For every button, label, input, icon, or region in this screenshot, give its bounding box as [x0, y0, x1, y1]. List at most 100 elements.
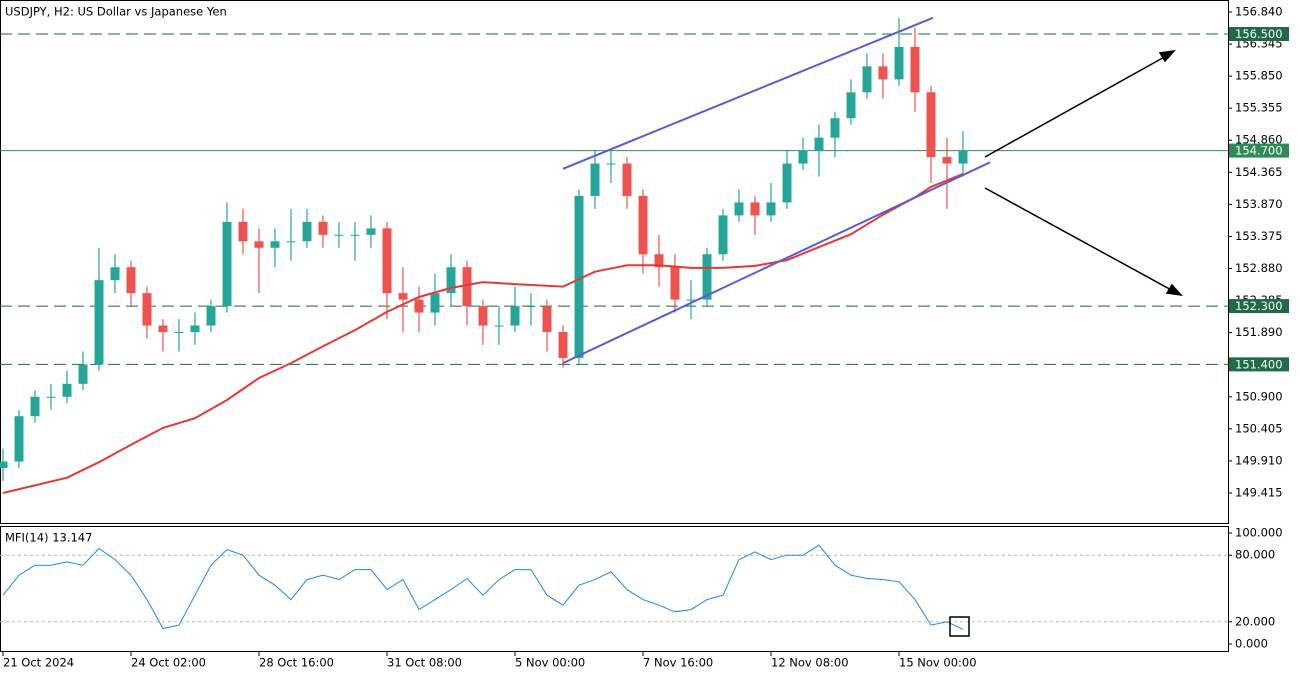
- y-tick-label: 150.900: [1235, 389, 1283, 403]
- candle-body: [398, 293, 408, 300]
- candle-body: [78, 364, 88, 384]
- price-level-label: 151.400: [1235, 357, 1283, 371]
- y-tick-label: 149.910: [1235, 453, 1283, 467]
- candle-body: [414, 299, 424, 313]
- plot-layer: 156.840156.345155.850155.355154.860154.3…: [0, 4, 1289, 670]
- price-level-box: [1229, 357, 1289, 372]
- x-tick-label: 28 Oct 16:00: [259, 656, 334, 670]
- price-pane: [0, 0, 1229, 524]
- candle-body: [670, 267, 680, 300]
- y-tick-label: 154.860: [1235, 133, 1283, 147]
- candle-body: [366, 228, 376, 235]
- candle-body: [446, 267, 456, 294]
- candle-body: [222, 221, 232, 307]
- candle-body: [238, 221, 248, 242]
- candle-body: [174, 331, 184, 333]
- y-tick-label: 100.000: [1235, 525, 1283, 539]
- x-tick-label: 7 Nov 16:00: [643, 656, 713, 670]
- candle-body: [654, 254, 664, 268]
- trendline: [562, 16, 934, 170]
- highlight-box: [949, 616, 970, 637]
- price-level-box: [1229, 299, 1289, 314]
- mfi-line: [2, 544, 964, 630]
- y-tick-label: 80.000: [1235, 548, 1275, 562]
- candle-body: [30, 396, 40, 417]
- candle-body: [510, 306, 520, 326]
- candle-body: [862, 66, 872, 93]
- y-tick-label: 151.890: [1235, 325, 1283, 339]
- candle-body: [830, 118, 840, 138]
- candle-body: [590, 163, 600, 196]
- trendline: [562, 161, 991, 365]
- y-tick-label: 0.000: [1235, 637, 1268, 651]
- candle-body: [62, 383, 72, 397]
- candle-body: [206, 306, 216, 326]
- candle-body: [702, 254, 712, 300]
- candle-body: [718, 215, 728, 255]
- candle-body: [14, 416, 24, 462]
- candle-body: [942, 157, 952, 164]
- price-level-label: 152.300: [1235, 299, 1283, 313]
- candle-body: [894, 46, 904, 80]
- candle-body: [606, 163, 616, 165]
- candle-body: [382, 228, 392, 294]
- candle-body: [318, 221, 328, 235]
- y-tick-label: 150.405: [1235, 421, 1283, 435]
- y-tick-label: 153.870: [1235, 197, 1283, 211]
- candle-body: [622, 163, 632, 196]
- y-tick-label: 20.000: [1235, 614, 1275, 628]
- candle-body: [462, 267, 472, 307]
- y-tick-label: 153.375: [1235, 229, 1283, 243]
- moving-average: [2, 172, 964, 494]
- candle-body: [478, 306, 488, 326]
- arrow-head: [1158, 49, 1176, 63]
- y-tick-label: 152.880: [1235, 261, 1283, 275]
- candle-body: [158, 325, 168, 332]
- price-level-box: [1229, 27, 1289, 42]
- candle-body: [558, 331, 568, 358]
- candle-body: [542, 306, 552, 332]
- candle-body: [638, 195, 648, 255]
- x-tick-label: 31 Oct 08:00: [387, 656, 462, 670]
- price-level-label: 156.500: [1235, 27, 1283, 41]
- y-tick-label: 154.365: [1235, 165, 1283, 179]
- price-level-box: [1229, 143, 1289, 158]
- candle-body: [926, 92, 936, 158]
- candle-body: [254, 241, 264, 248]
- candle-body: [846, 92, 856, 119]
- candle-body: [574, 195, 584, 358]
- candle-body: [286, 241, 296, 243]
- x-tick-label: 5 Nov 00:00: [515, 656, 585, 670]
- candle-body: [910, 46, 920, 93]
- candle-body: [350, 234, 360, 236]
- candle-body: [878, 66, 888, 80]
- y-tick-label: 155.850: [1235, 69, 1283, 83]
- candle-body: [494, 325, 504, 327]
- candle-body: [958, 150, 968, 164]
- candle-body: [270, 241, 280, 248]
- candle-body: [190, 325, 200, 332]
- candle-body: [782, 163, 792, 203]
- candle-body: [798, 150, 808, 164]
- y-tick-label: 155.355: [1235, 101, 1283, 115]
- candle-body: [0, 461, 8, 469]
- arrow-head: [1165, 283, 1183, 297]
- candle-body: [46, 396, 56, 398]
- candle-body: [110, 267, 120, 281]
- arrows: [984, 49, 1183, 297]
- x-tick-label: 12 Nov 08:00: [771, 656, 849, 670]
- arrow-down: [984, 187, 1176, 293]
- candle-body: [142, 293, 152, 326]
- mfi-pane: [0, 526, 1229, 652]
- candle-body: [430, 293, 440, 313]
- candle-body: [750, 202, 760, 216]
- x-tick-label: 15 Nov 00:00: [899, 656, 977, 670]
- candle-body: [334, 234, 344, 236]
- candle-body: [766, 202, 776, 216]
- indicator-title: MFI(14) 13.147: [5, 531, 92, 545]
- y-tick-label: 156.840: [1235, 4, 1283, 18]
- x-tick-label: 21 Oct 2024: [3, 656, 74, 670]
- candle-body: [526, 306, 536, 308]
